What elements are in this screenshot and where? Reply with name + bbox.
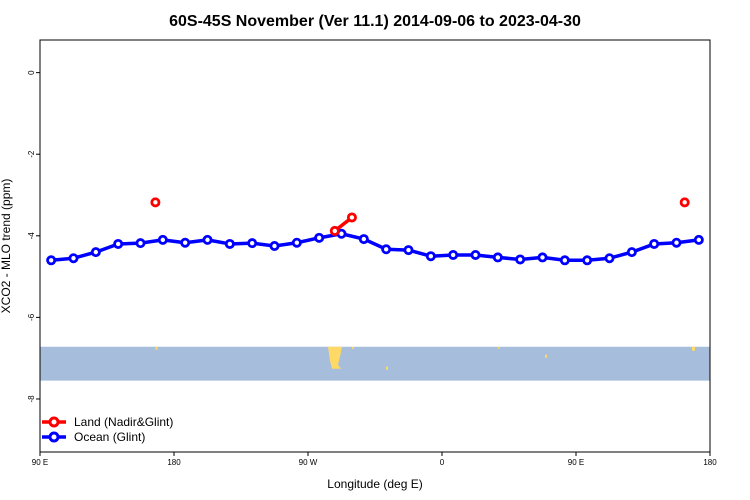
legend-ocean-marker xyxy=(48,431,60,443)
land-patch xyxy=(328,346,342,369)
data-point xyxy=(470,249,481,260)
legend-ocean-label: Ocean (Glint) xyxy=(74,430,145,444)
land-patch xyxy=(352,346,354,349)
series-line xyxy=(51,232,700,263)
data-point xyxy=(626,247,637,258)
data-point xyxy=(693,234,704,245)
data-point xyxy=(291,237,302,248)
data-point xyxy=(113,238,124,249)
data-point xyxy=(314,232,325,243)
legend-item-land: Land (Nadir&Glint) xyxy=(42,415,173,429)
chart-title: 60S-45S November (Ver 11.1) 2014-09-06 t… xyxy=(169,13,581,30)
x-tick-label: 180 xyxy=(167,458,181,467)
legend-land-label: Land (Nadir&Glint) xyxy=(74,415,173,429)
y-axis-label: XCO2 - MLO trend (ppm) xyxy=(0,179,13,314)
data-point xyxy=(425,251,436,262)
y-axis: 0 -2 -4 -6 -8 xyxy=(27,70,40,403)
legend-land-marker xyxy=(48,416,60,428)
data-point xyxy=(358,234,369,245)
x-tick-label: 90 E xyxy=(32,458,48,467)
y-tick-label: 0 xyxy=(27,70,36,75)
land-patch xyxy=(545,354,547,358)
data-point xyxy=(150,197,161,208)
map-strip xyxy=(40,346,710,381)
series-ocean xyxy=(46,228,704,266)
x-tick-label: 90 W xyxy=(299,458,318,467)
land-patch xyxy=(386,366,388,370)
data-point xyxy=(515,254,526,265)
data-point xyxy=(679,197,690,208)
series-layer xyxy=(46,197,704,266)
x-axis-label: Longitude (deg E) xyxy=(327,477,422,491)
data-point xyxy=(224,238,235,249)
data-point xyxy=(649,238,660,249)
y-tick-label: -6 xyxy=(27,313,36,321)
data-point xyxy=(247,238,258,249)
land-patch xyxy=(692,346,695,351)
data-point xyxy=(537,252,548,263)
y-tick-label: -2 xyxy=(27,150,36,158)
y-tick-label: -8 xyxy=(27,395,36,403)
data-point xyxy=(381,244,392,255)
data-point xyxy=(559,255,570,266)
y-tick-label: -4 xyxy=(27,232,36,240)
ocean-band xyxy=(40,346,710,381)
legend-item-ocean: Ocean (Glint) xyxy=(42,430,145,444)
legend: Land (Nadir&Glint) Ocean (Glint) xyxy=(42,415,173,444)
x-axis: 90 E 180 90 W 0 90 E 180 xyxy=(32,452,717,467)
data-point xyxy=(157,234,168,245)
data-point xyxy=(135,238,146,249)
data-point xyxy=(492,252,503,263)
series-land xyxy=(150,197,690,236)
x-tick-label: 180 xyxy=(703,458,717,467)
land-patch xyxy=(155,346,158,350)
data-point xyxy=(448,249,459,260)
x-tick-label: 90 E xyxy=(568,458,584,467)
data-point xyxy=(269,240,280,251)
data-point xyxy=(582,255,593,266)
data-point xyxy=(46,255,57,266)
land-patch xyxy=(498,346,500,349)
data-point xyxy=(346,212,357,223)
data-point xyxy=(671,237,682,248)
data-point xyxy=(180,237,191,248)
x-tick-label: 0 xyxy=(440,458,445,467)
data-point xyxy=(90,247,101,258)
data-point xyxy=(329,225,340,236)
plot-frame xyxy=(39,39,711,453)
data-point xyxy=(604,253,615,264)
data-point xyxy=(202,234,213,245)
data-point xyxy=(403,245,414,256)
data-point xyxy=(68,253,79,264)
